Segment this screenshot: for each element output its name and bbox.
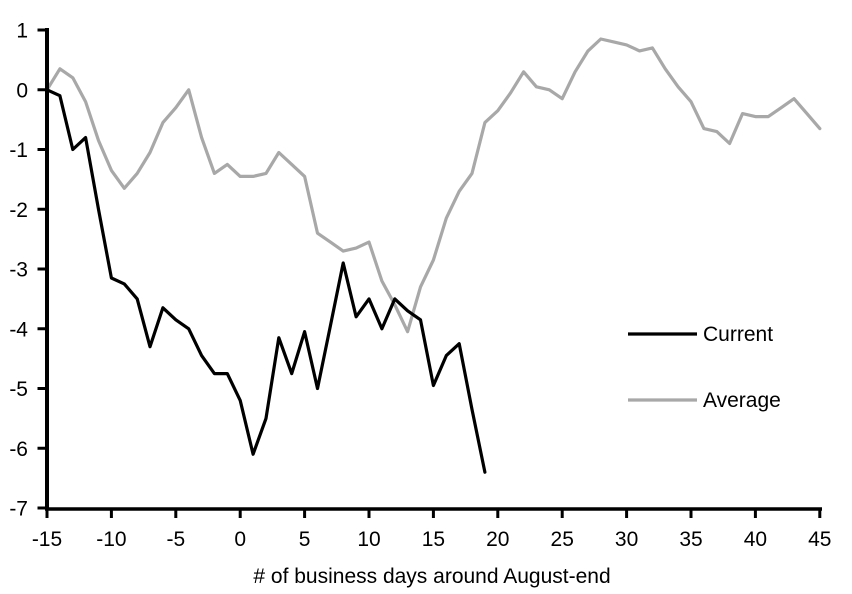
x-tick-label: 15 <box>422 528 445 551</box>
y-tick-label: 0 <box>16 79 28 102</box>
y-tick-label: 1 <box>16 20 28 43</box>
x-tick-label: 0 <box>234 528 246 551</box>
legend-label-average: Average <box>703 389 781 412</box>
x-tick-label: 5 <box>299 528 311 551</box>
y-tick-label: -7 <box>9 498 28 521</box>
y-tick-label: -2 <box>9 199 28 222</box>
x-tick-label: 35 <box>679 528 702 551</box>
y-tick-label: -3 <box>9 259 28 282</box>
x-tick-label: -10 <box>96 528 126 551</box>
y-tick-label: -4 <box>9 318 28 341</box>
x-tick-label: 20 <box>486 528 509 551</box>
y-tick-label: -6 <box>9 438 28 461</box>
x-tick-label: 30 <box>615 528 638 551</box>
series-line-average <box>45 37 822 334</box>
y-tick-label: -1 <box>9 139 28 162</box>
x-tick-label: 45 <box>808 528 831 551</box>
legend: Current Average <box>628 323 781 412</box>
x-tick-label: -15 <box>32 528 62 551</box>
y-tick-label: -5 <box>9 378 28 401</box>
y-axis-ticks: 1 0 -1 -2 -3 -4 -5 -6 -7 <box>9 20 47 521</box>
x-tick-label: 10 <box>357 528 380 551</box>
series-line-current <box>45 88 487 474</box>
x-axis-title: # of business days around August-end <box>253 565 610 588</box>
legend-label-current: Current <box>703 323 773 346</box>
x-axis-ticks: -15 -10 -5 0 5 10 15 20 25 30 35 40 45 <box>32 509 831 551</box>
x-tick-label: 40 <box>744 528 767 551</box>
series-group <box>45 37 822 474</box>
x-tick-label: -5 <box>166 528 185 551</box>
x-tick-label: 25 <box>551 528 574 551</box>
